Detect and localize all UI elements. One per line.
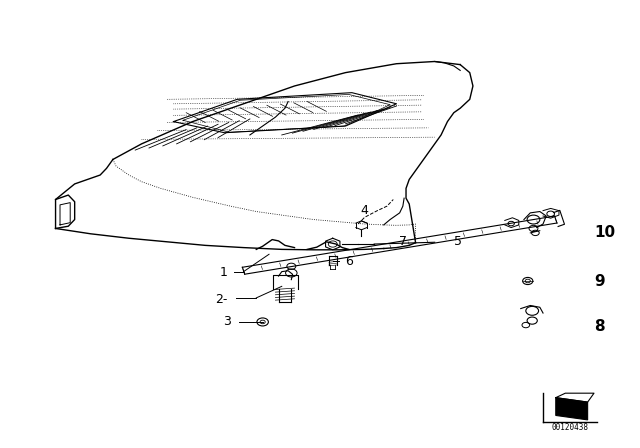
Text: 5: 5 (454, 235, 462, 248)
Text: 7: 7 (399, 235, 407, 248)
Text: 6: 6 (346, 255, 353, 268)
Text: 9: 9 (594, 274, 605, 289)
Text: 1: 1 (220, 267, 228, 280)
Text: 4: 4 (361, 204, 369, 217)
Text: 00120438: 00120438 (551, 423, 588, 432)
Text: 10: 10 (594, 225, 615, 241)
Text: 3: 3 (223, 315, 231, 328)
Polygon shape (556, 398, 588, 420)
Text: 2-: 2- (215, 293, 228, 306)
Text: 8: 8 (594, 319, 605, 334)
